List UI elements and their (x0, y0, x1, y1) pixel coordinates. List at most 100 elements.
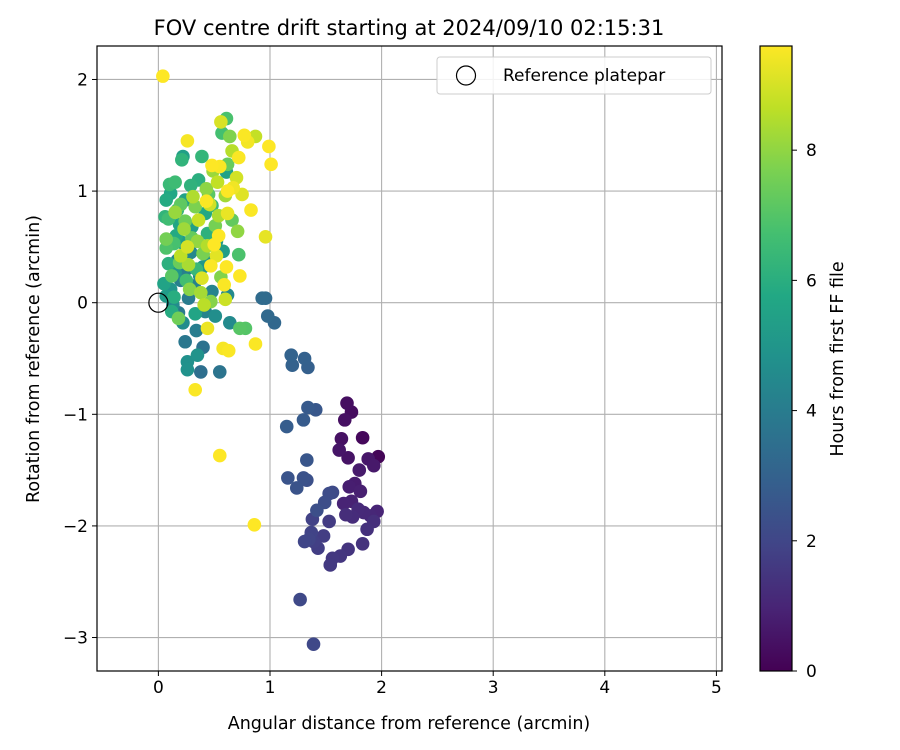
data-points (148, 69, 386, 652)
data-point (297, 534, 312, 549)
data-point (247, 517, 262, 532)
chart-title: FOV centre drift starting at 2024/09/10 … (154, 16, 665, 40)
data-point (248, 337, 263, 351)
data-point (195, 271, 209, 285)
data-point (188, 307, 203, 321)
legend: Reference platepar (436, 56, 712, 95)
data-point (212, 448, 227, 463)
colorbar-label: Hours from first FF file (828, 261, 848, 456)
data-point (156, 69, 170, 83)
y-axis-ticks: −3 −2 −1 0 1 2 (63, 70, 97, 649)
data-point (197, 298, 211, 312)
data-point (167, 290, 181, 304)
data-point (200, 321, 215, 336)
data-point (183, 178, 198, 193)
data-point (164, 269, 179, 283)
data-point (195, 149, 209, 164)
colorbar-tick-label: 6 (806, 271, 817, 291)
data-point (264, 157, 278, 172)
y-tick-label: 2 (77, 70, 88, 90)
data-point (310, 503, 324, 518)
colorbar-tick-label: 4 (806, 402, 817, 422)
data-point (339, 507, 353, 522)
data-point (244, 203, 258, 217)
colorbar-gradient (759, 45, 793, 672)
data-point (177, 222, 191, 236)
y-tick-label: 1 (77, 182, 88, 202)
x-tick-label: 3 (488, 678, 499, 698)
data-point (205, 158, 219, 173)
y-tick-label: −3 (63, 629, 88, 649)
data-point (279, 419, 294, 434)
reference-point-marker (148, 292, 169, 313)
data-point (217, 278, 232, 292)
data-point (191, 213, 206, 227)
y-tick-label: −1 (63, 405, 88, 425)
data-point (220, 206, 235, 221)
data-point (168, 175, 182, 189)
data-point (296, 471, 311, 485)
colorbar-tick-label: 2 (806, 532, 817, 552)
data-point (168, 205, 182, 220)
colorbar: 0 2 4 6 8 Hours from first FF file (759, 45, 848, 682)
x-tick-label: 0 (153, 678, 164, 698)
data-point (332, 443, 346, 457)
data-point (230, 224, 245, 239)
data-point (337, 413, 352, 427)
data-point (180, 362, 195, 377)
data-point (159, 232, 173, 246)
data-point (175, 153, 189, 167)
x-tick-label: 2 (376, 678, 387, 698)
legend-label: Reference platepar (503, 66, 665, 86)
data-point (223, 315, 237, 330)
data-point (218, 292, 233, 307)
data-point (258, 230, 273, 244)
colorbar-ticks: 0 2 4 6 8 (792, 141, 817, 682)
data-point (300, 453, 314, 467)
data-point (297, 351, 312, 366)
data-point (316, 529, 331, 543)
data-point (199, 194, 214, 208)
data-point (355, 430, 370, 445)
legend-marker (455, 65, 477, 86)
data-point (220, 184, 235, 198)
data-point (212, 365, 227, 379)
data-point (223, 129, 237, 144)
y-tick-label: 0 (77, 294, 88, 314)
x-axis-label: Angular distance from reference (arcmin) (228, 714, 591, 734)
data-point (186, 189, 200, 204)
x-axis-ticks: 0 1 2 3 4 5 (153, 671, 722, 698)
data-point (161, 256, 176, 271)
data-point (190, 348, 205, 362)
data-point (341, 451, 355, 465)
x-tick-label: 1 (265, 678, 276, 698)
data-point (188, 382, 203, 397)
data-point (233, 321, 247, 336)
data-point (322, 514, 336, 529)
data-point (181, 257, 196, 272)
data-point (355, 536, 370, 551)
data-point (182, 282, 197, 297)
data-point (360, 522, 374, 537)
data-point (296, 413, 311, 427)
data-point (342, 480, 357, 494)
data-point (180, 240, 195, 254)
data-point (221, 343, 236, 358)
data-point (262, 139, 276, 154)
data-point (210, 175, 225, 189)
data-point (159, 193, 173, 207)
data-point (193, 285, 208, 300)
data-point (281, 471, 295, 485)
x-tick-label: 4 (599, 678, 610, 698)
data-point (306, 637, 321, 652)
data-point (301, 400, 315, 415)
y-tick-label: −2 (63, 517, 88, 537)
colorbar-tick-label: 0 (806, 662, 817, 682)
data-point (219, 260, 234, 274)
data-point (199, 182, 214, 196)
data-point (352, 463, 367, 477)
data-point (189, 323, 204, 338)
data-point (334, 432, 349, 446)
data-point (340, 396, 354, 410)
